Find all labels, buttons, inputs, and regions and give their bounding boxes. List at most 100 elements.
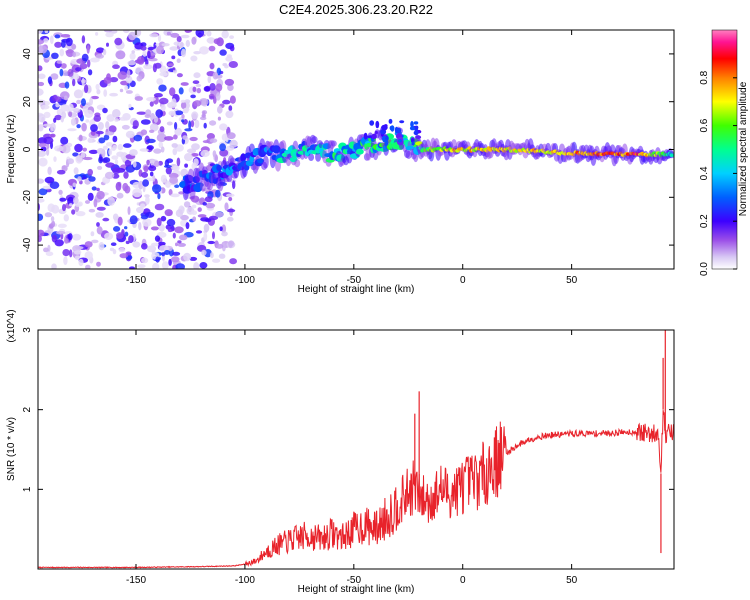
heatmap-noise-blob [88, 208, 96, 213]
x-tick-label: -50 [347, 575, 362, 586]
spectrogram-y-ticks: -40 -20 0 20 40 [22, 48, 674, 252]
heatmap-noise-blob [182, 135, 188, 141]
heatmap-noise-blob [219, 149, 229, 157]
heatmap-noise-blob [93, 198, 98, 208]
heatmap-noise-blob [132, 241, 141, 248]
heatmap-noise-blob [109, 92, 118, 97]
heatmap-noise-blob [119, 116, 128, 121]
heatmap-noise-blob [96, 222, 100, 227]
heatmap-noise-blob [166, 158, 174, 163]
heatmap-noise-blob [219, 49, 227, 56]
heatmap-noise-blob [70, 118, 77, 126]
heatmap-noise-blob [110, 242, 117, 246]
colorbar: 0.0 0.2 0.4 0.6 0.8 Normalized spectral ampl… [699, 29, 749, 276]
heatmap-noise-blob [106, 42, 109, 47]
heatmap-noise-blob [132, 161, 137, 168]
heatmap-streak [413, 130, 419, 136]
heatmap-noise-blob [184, 99, 191, 104]
heatmap-noise-blob [164, 136, 174, 141]
heatmap-noise-blob [160, 104, 166, 112]
heatmap-noise-blob [108, 125, 117, 133]
heatmap-noise-blob [166, 121, 173, 126]
chart-title: C2E4.2025.306.23.20.R22 [279, 2, 433, 17]
heatmap-noise-blob [112, 167, 121, 175]
heatmap-noise-blob [224, 78, 235, 86]
heatmap-ridge-cell [356, 148, 364, 155]
heatmap-noise-blob [153, 148, 162, 154]
heatmap-noise-blob [180, 48, 187, 58]
heatmap-noise-blob [131, 50, 135, 54]
heatmap-noise-blob [38, 39, 45, 45]
heatmap-noise-blob [225, 110, 234, 119]
heatmap-noise-blob [196, 87, 202, 94]
heatmap-ridge-cell [257, 158, 265, 164]
heatmap-noise-blob [176, 73, 183, 78]
heatmap-noise-blob [215, 92, 221, 101]
heatmap-noise-blob [57, 223, 67, 228]
heatmap-noise-blob [203, 232, 208, 242]
heatmap-noise-blob [190, 94, 196, 99]
heatmap-noise-blob [50, 133, 56, 138]
heatmap-noise-blob [38, 45, 48, 54]
heatmap-noise-blob [221, 231, 228, 237]
heatmap-noise-blob [43, 111, 51, 119]
heatmap-noise-blob [227, 216, 234, 222]
heatmap-noise-blob [88, 176, 96, 182]
heatmap-noise-blob [117, 143, 124, 151]
heatmap-noise-blob [51, 204, 60, 214]
heatmap-noise-blob [185, 39, 190, 48]
heatmap-streak [411, 141, 415, 146]
heatmap-noise-blob [124, 85, 129, 91]
heatmap-noise-blob [154, 235, 161, 242]
heatmap-noise-blob [84, 241, 93, 248]
heatmap-ridge-cell [240, 153, 247, 163]
heatmap-noise-blob [175, 209, 183, 218]
heatmap-noise-blob [105, 131, 115, 136]
heatmap-noise-blob [67, 196, 75, 206]
heatmap-noise-blob [85, 264, 91, 269]
heatmap-noise-blob [217, 116, 221, 121]
heatmap-noise-blob [191, 143, 200, 151]
spectrogram-x-ticks: -150 -100 -50 0 50 [126, 30, 578, 286]
heatmap-noise-blob [197, 207, 202, 213]
heatmap-noise-blob [167, 228, 173, 233]
heatmap-noise-blob [71, 43, 76, 50]
heatmap-noise-blob [132, 188, 143, 198]
heatmap-noise-blob [160, 174, 167, 183]
heatmap-noise-blob [45, 251, 54, 257]
heatmap-noise-blob [114, 37, 123, 46]
heatmap-noise-blob [68, 111, 73, 118]
heatmap-noise-blob [128, 103, 132, 109]
heatmap-noise-blob [96, 47, 105, 53]
heatmap-noise-blob [176, 35, 182, 43]
heatmap-noise-blob [63, 95, 68, 101]
heatmap-noise-blob [191, 204, 197, 209]
heatmap-noise-blob [163, 164, 172, 168]
heatmap-noise-blob [60, 104, 70, 112]
heatmap-noise-blob [226, 193, 235, 198]
heatmap-noise-blob [143, 165, 149, 173]
heatmap-noise-blob [81, 35, 86, 44]
heatmap-noise-blob [61, 70, 70, 77]
heatmap-noise-blob [95, 32, 99, 36]
heatmap-noise-blob [38, 235, 42, 242]
heatmap-noise-blob [180, 99, 186, 103]
heatmap-streak [413, 121, 419, 125]
x-tick-label: -50 [347, 275, 362, 286]
heatmap-streak [381, 124, 388, 131]
heatmap-noise-blob [63, 256, 68, 265]
heatmap-noise-blob [112, 145, 117, 150]
heatmap-noise-blob [123, 171, 129, 179]
heatmap-noise-blob [97, 165, 103, 170]
heatmap-noise-blob [106, 73, 111, 81]
spectrogram-x-label: Height of straight line (km) [298, 284, 415, 295]
heatmap-noise-blob [72, 197, 79, 204]
heatmap-noise-blob [212, 150, 217, 158]
heatmap-noise-blob [169, 46, 179, 51]
heatmap-noise-blob [202, 111, 206, 117]
heatmap-noise-blob [95, 54, 104, 59]
heatmap-noise-blob [215, 243, 224, 249]
heatmap-noise-blob [55, 103, 60, 108]
heatmap-noise-blob [129, 266, 135, 269]
